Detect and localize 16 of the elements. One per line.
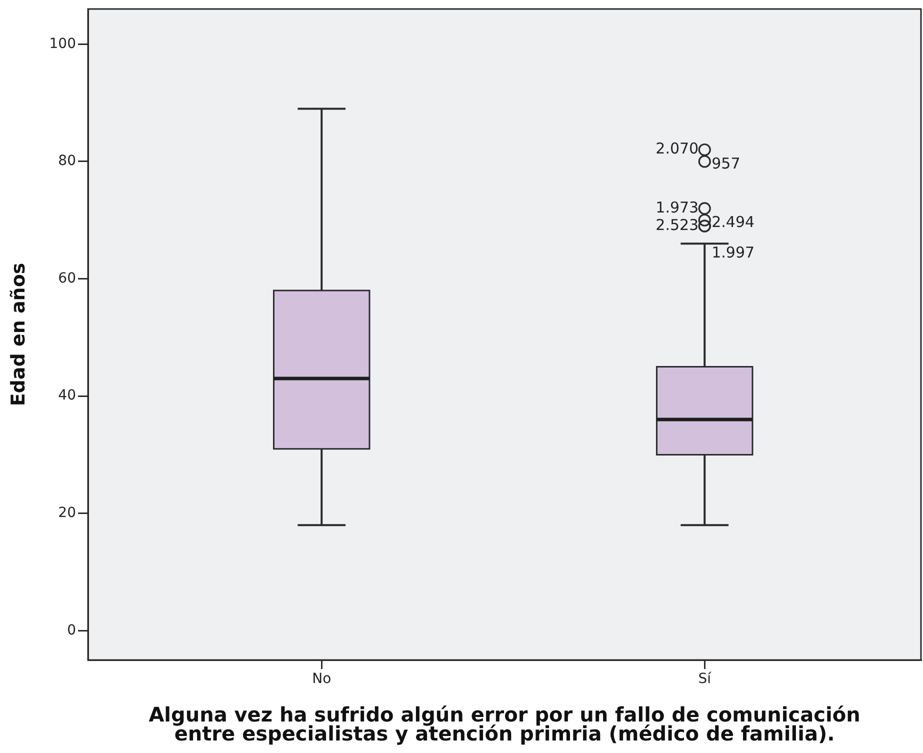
y-tick-label: 80 <box>58 153 76 170</box>
x-tick-label: No <box>312 671 332 688</box>
x-axis-title: Alguna vez ha sufrido algún error por un fallo de comunicación entre especialistas y atención primria (médico de familia). <box>148 702 860 746</box>
annotation: 1.973 <box>656 198 699 216</box>
annotation: 2.070 <box>656 140 699 158</box>
annotation: 1.997 <box>712 243 755 262</box>
y-tick-label: 0 <box>67 622 76 638</box>
x-tick-label: Sí <box>698 671 712 688</box>
y-axis-title: Edad en años <box>7 262 30 406</box>
y-tick-label: 40 <box>58 388 76 404</box>
y-tick-label: 100 <box>49 36 76 52</box>
y-tick-label: 60 <box>58 270 76 286</box>
annotation: 2.523 <box>656 216 699 234</box>
annotation: 2.494 <box>712 213 755 232</box>
annotation: 957 <box>712 154 740 172</box>
y-tick-label: 20 <box>58 505 76 522</box>
